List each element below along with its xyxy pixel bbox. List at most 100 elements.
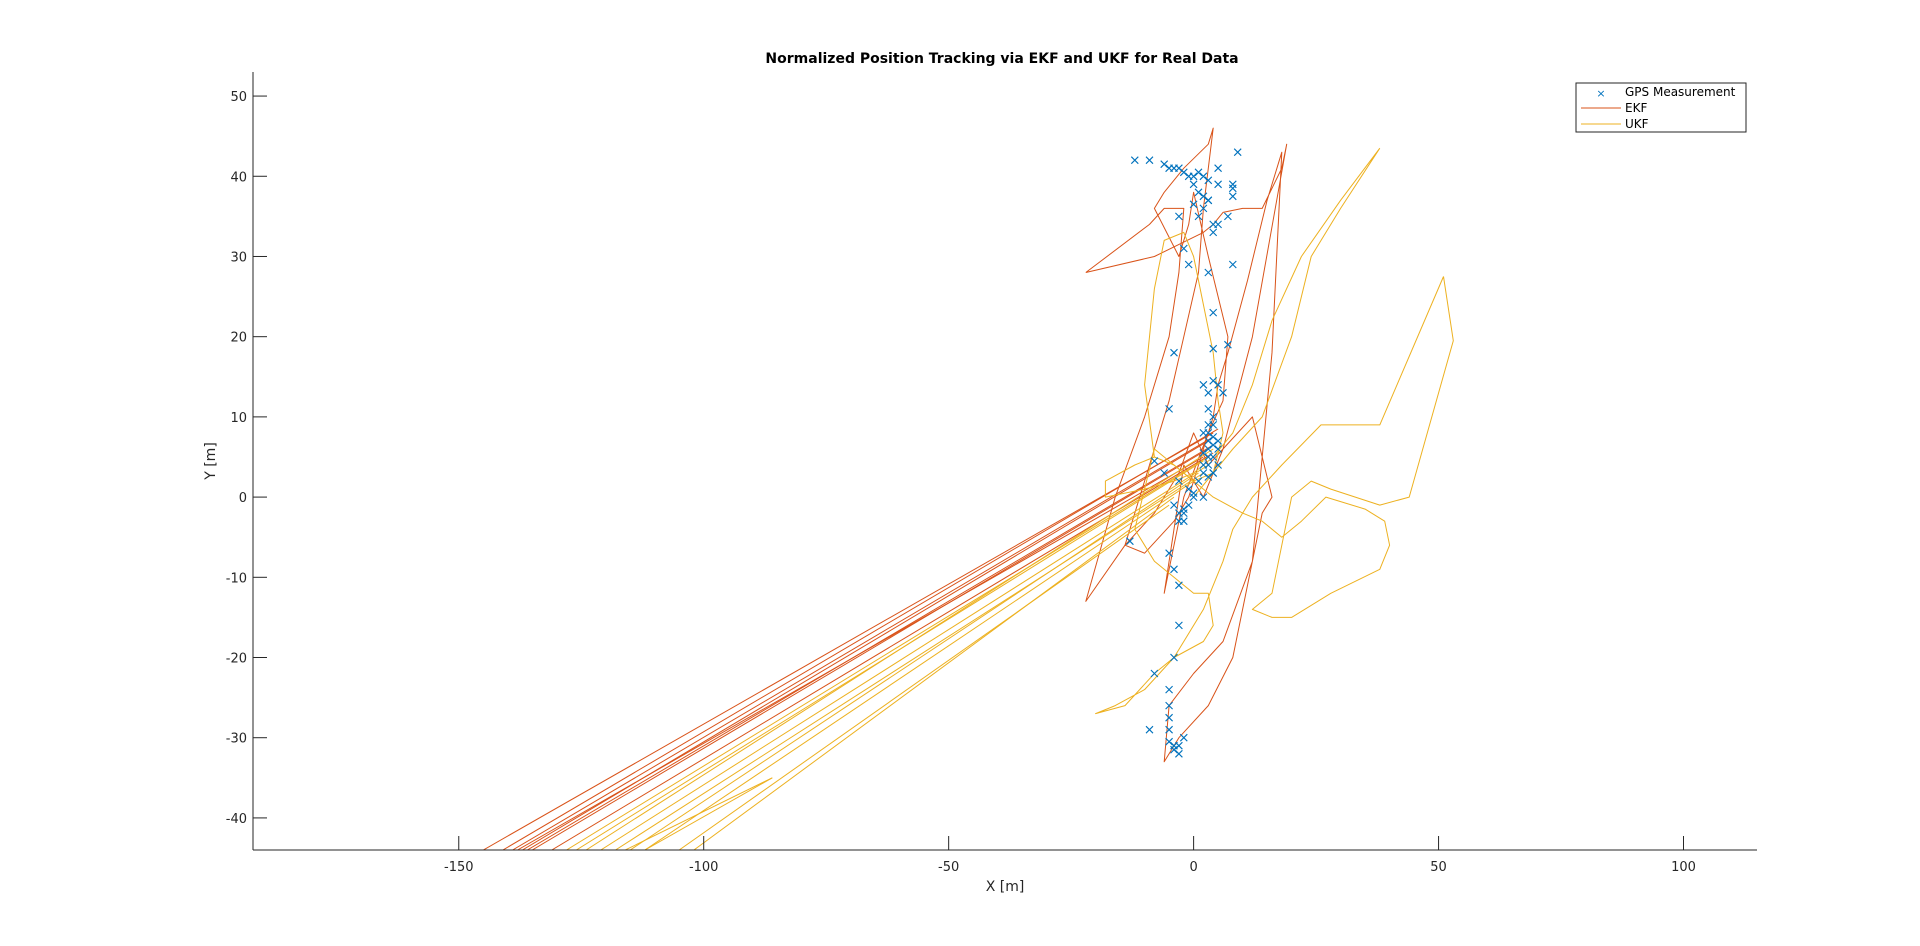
gps-point xyxy=(1194,188,1203,197)
x-tick-label: -100 xyxy=(689,860,719,875)
x-ticks: -150 -100 -50 0 50 100 xyxy=(444,836,1696,875)
gps-point xyxy=(1189,493,1198,501)
gps-point xyxy=(1145,725,1154,734)
gps-point xyxy=(1204,176,1213,185)
x-tick-label: -150 xyxy=(444,860,474,875)
ukf-line xyxy=(1095,276,1454,715)
gps-point xyxy=(1228,184,1237,193)
gps-point xyxy=(1214,437,1222,445)
ukf-line xyxy=(644,777,773,850)
legend: × GPS Measurement EKF UKF xyxy=(1575,82,1747,133)
gps-point xyxy=(1179,733,1188,742)
gps-point xyxy=(1209,344,1218,353)
legend-label-ukf: UKF xyxy=(1625,117,1649,131)
legend-label-ekf: EKF xyxy=(1625,101,1647,115)
gps-point xyxy=(1204,388,1213,397)
gps-point xyxy=(1165,737,1173,746)
gps-point xyxy=(1150,457,1159,465)
ekf-line xyxy=(1085,127,1288,763)
ukf-line xyxy=(1104,147,1381,498)
ekf-line xyxy=(502,428,1219,850)
gps-point xyxy=(1184,485,1193,493)
plot-area xyxy=(483,127,1454,850)
gps-point xyxy=(1165,405,1173,413)
gps-point xyxy=(1165,713,1173,722)
gps-point xyxy=(1219,388,1227,397)
gps-point xyxy=(1126,537,1134,546)
gps-point xyxy=(1209,376,1218,385)
gps-point xyxy=(1199,192,1208,201)
gps-point xyxy=(1204,196,1213,205)
gps-point xyxy=(1170,653,1178,662)
gps-point xyxy=(1199,380,1208,389)
gps-point xyxy=(1204,437,1213,445)
axes xyxy=(252,72,1757,851)
gps-point xyxy=(1145,156,1154,165)
gps-point xyxy=(1189,180,1198,189)
gps-point xyxy=(1209,441,1218,449)
ukf-line xyxy=(1144,231,1224,498)
gps-point xyxy=(1150,669,1159,678)
ukf-line xyxy=(600,464,1209,850)
x-axis-label: X [m] xyxy=(986,879,1025,895)
gps-point xyxy=(1224,212,1232,221)
gps-point xyxy=(1199,449,1208,457)
y-tick-label: -10 xyxy=(226,571,247,586)
y-tick-label: 40 xyxy=(230,170,247,185)
gps-point xyxy=(1165,701,1173,710)
gps-point xyxy=(1214,445,1222,453)
gps-point xyxy=(1175,741,1183,750)
gps-point xyxy=(1165,725,1173,734)
ekf-line xyxy=(512,436,1214,850)
y-ticks: -40 -30 -20 -10 0 10 20 30 40 50 xyxy=(226,90,267,827)
gps-point xyxy=(1194,168,1203,177)
ekf-line xyxy=(517,456,1204,850)
ukf-line xyxy=(693,496,1175,850)
gps-point xyxy=(1214,164,1222,173)
gps-point xyxy=(1175,749,1183,758)
gps-point xyxy=(1175,581,1183,590)
gps-point xyxy=(1199,461,1208,469)
gps-point xyxy=(1204,473,1213,481)
gps-point xyxy=(1209,308,1218,317)
gps-point xyxy=(1214,461,1222,469)
y-tick-label: -40 xyxy=(226,812,247,827)
gps-point xyxy=(1199,493,1208,501)
x-tick-label: 0 xyxy=(1189,860,1197,875)
y-tick-label: -30 xyxy=(226,732,247,747)
gps-point xyxy=(1199,172,1208,181)
ukf-line xyxy=(644,480,1194,850)
y-tick-label: 10 xyxy=(230,411,247,426)
ukf-line xyxy=(629,472,1199,850)
gps-point xyxy=(1189,172,1198,181)
gps-point xyxy=(1214,180,1222,189)
gps-point xyxy=(1184,501,1193,509)
gps-point xyxy=(1160,469,1169,477)
y-axis-label: Y [m] xyxy=(203,442,219,481)
gps-point xyxy=(1214,380,1222,389)
gps-point xyxy=(1179,244,1188,253)
gps-point xyxy=(1204,405,1213,413)
ekf-line xyxy=(483,432,1214,850)
gps-point xyxy=(1233,148,1242,157)
gps-point xyxy=(1165,549,1173,558)
y-tick-label: 20 xyxy=(230,331,247,346)
gps-point xyxy=(1170,501,1178,509)
gps-point xyxy=(1165,685,1173,694)
gps-point xyxy=(1209,413,1218,421)
gps-point xyxy=(1209,433,1218,441)
gps-point xyxy=(1170,348,1178,357)
gps-point xyxy=(1170,745,1178,754)
gps-point xyxy=(1179,509,1188,517)
gps-point xyxy=(1175,212,1183,221)
gps-point xyxy=(1199,204,1208,213)
gps-point xyxy=(1228,192,1237,201)
gps-point xyxy=(1194,212,1203,221)
x-tick-label: -50 xyxy=(938,860,959,875)
x-tick-label: 100 xyxy=(1671,860,1696,875)
gps-point xyxy=(1170,565,1178,574)
gps-point xyxy=(1204,268,1213,277)
y-tick-label: 0 xyxy=(239,491,247,506)
gps-point xyxy=(1130,156,1139,165)
